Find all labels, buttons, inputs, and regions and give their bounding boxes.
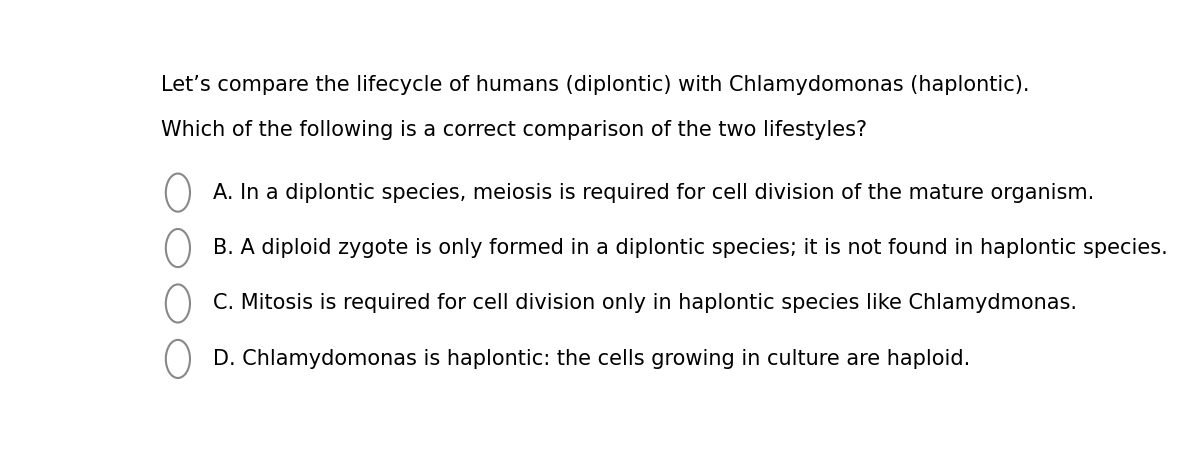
Text: Let’s compare the lifecycle of humans (diplontic) with Chlamydomonas (haplontic): Let’s compare the lifecycle of humans (d… (161, 75, 1030, 95)
Text: Which of the following is a correct comparison of the two lifestyles?: Which of the following is a correct comp… (161, 120, 868, 140)
Text: A. In a diplontic species, meiosis is required for cell division of the mature o: A. In a diplontic species, meiosis is re… (214, 183, 1094, 202)
Text: B. A diploid zygote is only formed in a diplontic species; it is not found in ha: B. A diploid zygote is only formed in a … (214, 238, 1168, 258)
Text: C. Mitosis is required for cell division only in haplontic species like Chlamydm: C. Mitosis is required for cell division… (214, 293, 1078, 314)
Text: D. Chlamydomonas is haplontic: the cells growing in culture are haploid.: D. Chlamydomonas is haplontic: the cells… (214, 349, 971, 369)
